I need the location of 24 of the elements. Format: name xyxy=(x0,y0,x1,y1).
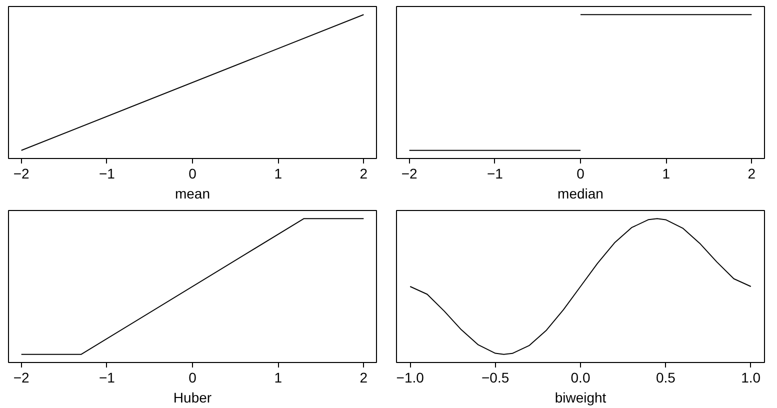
x-tick-label: −2 xyxy=(13,166,30,182)
x-tick-label: −1 xyxy=(486,166,504,182)
x-tick-label: 1.0 xyxy=(741,370,761,386)
x-tick-label: −0.5 xyxy=(481,370,510,386)
x-tick-label: 1 xyxy=(274,166,282,182)
x-tick-label: −2 xyxy=(401,166,418,182)
x-tick-label: −1.0 xyxy=(396,370,424,386)
x-tick-label: 0.5 xyxy=(656,370,676,386)
x-axis-title: mean xyxy=(174,186,210,202)
x-tick-label: 0 xyxy=(188,166,197,182)
x-tick-label: −2 xyxy=(13,370,30,386)
x-tick-label: 2 xyxy=(360,370,368,386)
x-tick-label: −1 xyxy=(98,166,116,182)
x-tick-label: 0 xyxy=(188,370,197,386)
x-tick-label: 2 xyxy=(360,166,368,182)
x-axis-title: biweight xyxy=(554,390,606,406)
x-tick-label: 2 xyxy=(748,166,756,182)
x-axis-title: Huber xyxy=(173,390,212,406)
x-tick-label: 0.0 xyxy=(570,370,590,386)
x-tick-label: 1 xyxy=(274,370,282,386)
x-tick-label: 1 xyxy=(662,166,670,182)
x-tick-label: −1 xyxy=(98,370,116,386)
x-axis-title: median xyxy=(558,186,604,202)
x-tick-label: 0 xyxy=(576,166,585,182)
